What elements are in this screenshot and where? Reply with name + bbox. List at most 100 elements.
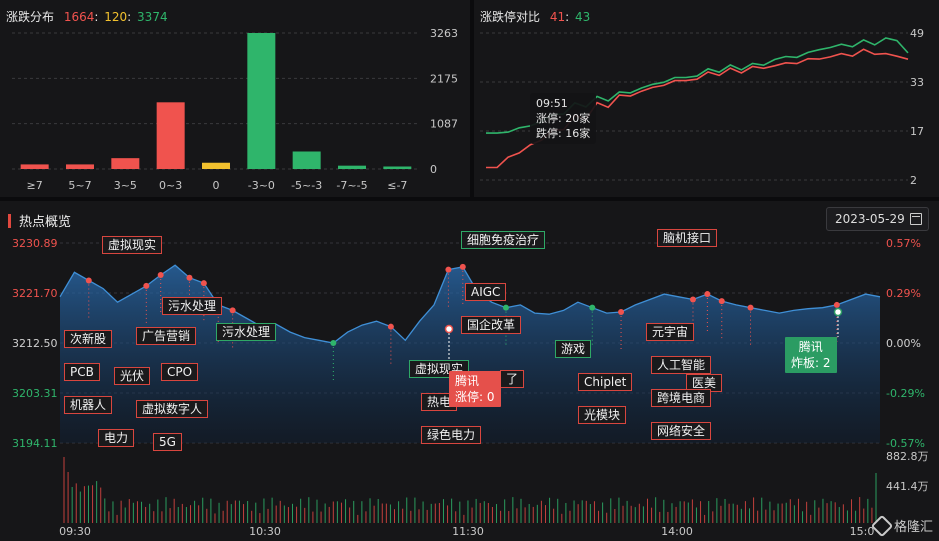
tag-new-stock[interactable]: 次新股 — [64, 330, 113, 348]
event-dot — [445, 266, 452, 273]
tag-thermal-power[interactable]: 热电 — [421, 393, 458, 411]
y-tick-label: 49 — [910, 27, 924, 40]
bar — [156, 102, 185, 169]
tag-sewage-1[interactable]: 污水处理 — [162, 297, 223, 315]
tag-game[interactable]: 游戏 — [555, 340, 592, 358]
limit-title: 涨跌停对比 41: 43 — [480, 10, 591, 24]
event-dot — [85, 277, 92, 284]
bar — [292, 151, 321, 169]
bar — [202, 162, 230, 169]
right-tick-label: -0.29% — [886, 387, 925, 400]
flag-name: 腾讯 — [798, 340, 823, 354]
tag-robot[interactable]: 机器人 — [64, 396, 113, 414]
event-dot — [589, 304, 596, 311]
bar — [247, 33, 276, 169]
up-count: 1664 — [63, 10, 95, 24]
tag-cell-therapy[interactable]: 细胞免疫治疗 — [461, 231, 546, 249]
tag-5g[interactable]: 5G — [153, 433, 182, 451]
flag-value: 炸板: 2 — [791, 356, 831, 370]
tag-advertising[interactable]: 广告营销 — [136, 327, 197, 345]
limit-down-count: 43 — [575, 10, 591, 24]
hot-title: 热点概览 — [19, 215, 72, 230]
x-tick-label: 0 — [213, 179, 220, 192]
left-tick-label: 3194.11 — [12, 437, 58, 450]
tag-power[interactable]: 电力 — [98, 429, 135, 447]
time-tick-label: 09:30 — [59, 525, 91, 538]
x-tick-label: -7~-5 — [336, 179, 367, 192]
right-tick-label: 0.57% — [886, 237, 921, 250]
time-tick-label: 11:30 — [452, 525, 484, 538]
watermark: 格隆汇 — [870, 514, 933, 537]
tag-cpo[interactable]: CPO — [161, 363, 199, 381]
bar — [383, 166, 412, 169]
bar — [338, 165, 366, 169]
distribution-chart: 3263 2175 1087 0 ≥7 5~7 3~5 0~3 0 -3~0 -5~-3 -7~-5 ≤… — [12, 27, 458, 192]
tag-pv[interactable]: 光伏 — [114, 367, 151, 385]
left-tick-label: 3230.89 — [12, 237, 58, 250]
tag-partial[interactable]: 了 — [500, 370, 525, 388]
event-dot — [200, 280, 207, 287]
event-dot — [229, 307, 236, 314]
event-dot — [143, 282, 150, 289]
tag-brain-interface[interactable]: 脑机接口 — [657, 229, 718, 247]
tag-metaverse[interactable]: 元宇宙 — [646, 323, 695, 341]
down-count: 3374 — [137, 10, 168, 24]
x-tick-label: -3~0 — [248, 179, 275, 192]
x-tick-label: 0~3 — [159, 179, 182, 192]
event-dot — [747, 304, 754, 311]
hot-header: 热点概览 — [8, 211, 71, 230]
bar — [111, 158, 140, 169]
tag-soe-reform[interactable]: 国企改革 — [461, 316, 522, 334]
calendar-icon[interactable] — [910, 213, 922, 225]
bar — [66, 164, 94, 169]
tag-cyber-security[interactable]: 网络安全 — [651, 422, 712, 440]
right-tick-label: 0.29% — [886, 287, 921, 300]
event-dot — [718, 298, 725, 305]
distribution-panel: 涨跌分布 1664: 120: 3374 3263 2175 1087 0 ≥7 5~7 3… — [0, 0, 470, 197]
tag-virtual-reality[interactable]: 虚拟现实 — [102, 236, 163, 254]
y-tick-label: 3263 — [430, 27, 458, 40]
limit-up-count: 41 — [549, 10, 566, 24]
flat-count: 120 — [104, 10, 128, 24]
tag-green-power[interactable]: 绿色电力 — [421, 426, 482, 444]
volume-tick-label: 441.4万 — [886, 480, 929, 493]
tooltip-time: 09:51 — [536, 97, 568, 110]
y-tick-label: 2175 — [430, 72, 458, 85]
tooltip-up: 涨停: 20家 — [536, 112, 591, 125]
volume-tick-label: 882.8万 — [886, 450, 929, 463]
x-tick-label: 5~7 — [68, 179, 91, 192]
tag-ai[interactable]: 人工智能 — [651, 356, 712, 374]
y-tick-label: 17 — [910, 125, 924, 138]
tag-sewage-2[interactable]: 污水处理 — [216, 323, 277, 341]
hot-overview-panel: 热点概览 2023-05-29 3230.89 0.57% 3221.70 0.29%… — [0, 201, 939, 541]
event-dot — [157, 272, 164, 279]
tencent-broken-board-flag[interactable]: 腾讯 炸板: 2 — [785, 337, 837, 373]
y-tick-label: 2 — [910, 174, 917, 187]
x-tick-label: 3~5 — [114, 179, 137, 192]
y-tick-label: 33 — [910, 76, 924, 89]
tag-cross-border[interactable]: 跨境电商 — [651, 389, 712, 407]
event-dot — [618, 309, 625, 316]
left-tick-label: 3221.70 — [12, 287, 58, 300]
time-tick-label: 15:0 — [850, 525, 875, 538]
tag-pcb[interactable]: PCB — [64, 363, 100, 381]
bar — [20, 164, 49, 169]
x-tick-label: -5~-3 — [291, 179, 322, 192]
tag-chiplet[interactable]: Chiplet — [578, 373, 633, 391]
left-tick-label: 3212.50 — [12, 337, 58, 350]
tag-optical-module[interactable]: 光模块 — [578, 406, 627, 424]
limit-panel: 涨跌停对比 41: 43 49 33 17 2 09:51 涨停: 20家 跌停: 1… — [474, 0, 939, 197]
tag-aigc[interactable]: AIGC — [465, 283, 507, 301]
left-tick-label: 3203.31 — [12, 387, 58, 400]
tencent-limit-up-flag[interactable]: 腾讯 涨停: 0 — [449, 371, 501, 407]
event-dot — [833, 301, 840, 308]
date-picker[interactable]: 2023-05-29 — [826, 207, 929, 231]
tencent-dot — [833, 307, 843, 317]
watermark-text: 格隆汇 — [893, 520, 933, 535]
x-tick-label: ≤-7 — [387, 179, 407, 192]
tag-digital-human[interactable]: 虚拟数字人 — [136, 400, 209, 418]
flag-name: 腾讯 — [455, 374, 480, 388]
event-dot — [502, 304, 509, 311]
event-dot — [330, 340, 337, 346]
event-dot — [186, 274, 193, 281]
